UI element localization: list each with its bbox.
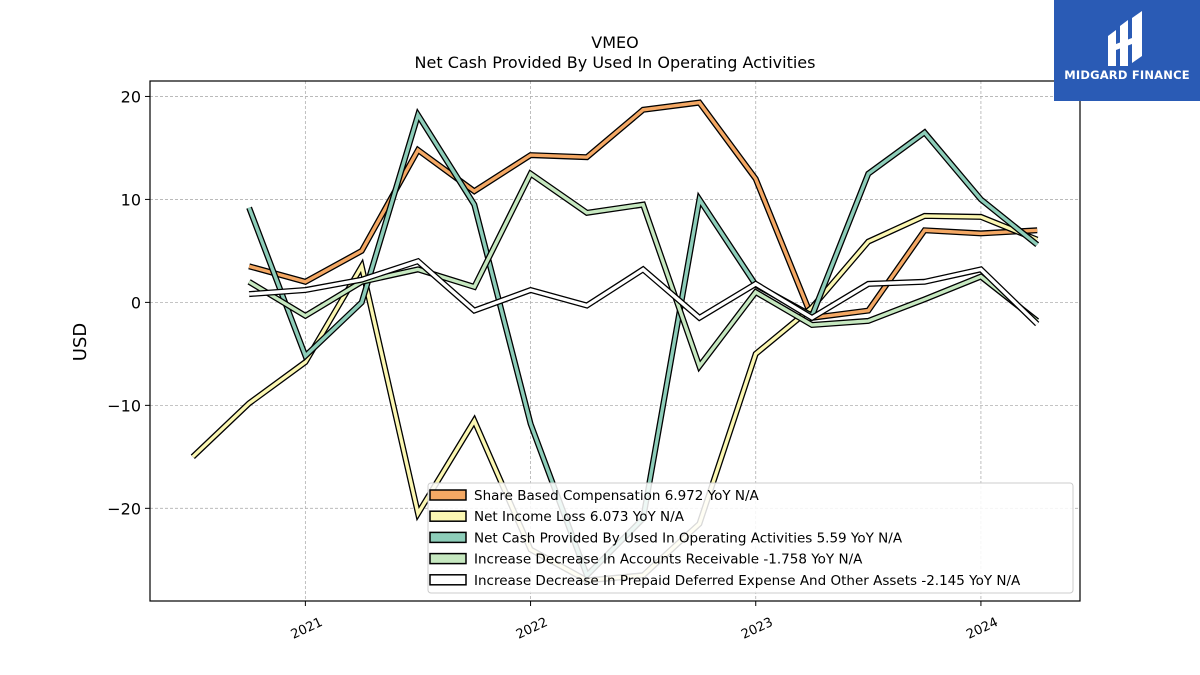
y-tick-label: 0 <box>131 293 141 312</box>
y-tick-label: 20 <box>121 87 141 106</box>
legend-label: Net Cash Provided By Used In Operating A… <box>474 530 903 546</box>
legend-swatch <box>429 531 467 544</box>
legend-swatch <box>429 489 467 501</box>
legend-label: Increase Decrease In Accounts Receivable… <box>474 552 863 568</box>
plot-frame <box>149 80 1081 602</box>
legend-label: Increase Decrease In Prepaid Deferred Ex… <box>474 573 1021 589</box>
series-line <box>248 171 1039 370</box>
series-line <box>248 100 1038 320</box>
y-tick-label: 10 <box>121 190 141 209</box>
x-tick-label: 2023 <box>739 615 775 643</box>
brand-logo: MIDGARD FINANCE <box>1054 0 1200 101</box>
legend-box <box>427 482 1074 594</box>
legend-label: Net Income Loss 6.073 YoY N/A <box>474 509 685 525</box>
series-increase-decrease-in-prepaid-deferred-expense-and-other-assets <box>248 257 1040 327</box>
legend-swatch <box>429 552 467 565</box>
x-tick-label: 2024 <box>964 615 1000 643</box>
y-axis-label: USD <box>70 323 91 361</box>
chart-subtitle: Net Cash Provided By Used In Operating A… <box>415 53 816 72</box>
x-tick-label: 2022 <box>514 615 550 643</box>
y-tick-label: −10 <box>107 396 141 415</box>
y-tick-label: −20 <box>107 499 141 518</box>
logo-mark-icon <box>1108 11 1142 66</box>
series-share-based-compensation <box>248 99 1038 322</box>
chart-title: VMEO <box>591 33 638 52</box>
legend-label: Share Based Compensation 6.972 YoY N/A <box>474 488 760 504</box>
logo-text: MIDGARD FINANCE <box>1064 68 1190 82</box>
x-tick-label: 2021 <box>289 615 325 643</box>
series-line <box>248 259 1039 326</box>
series-increase-decrease-in-accounts-receivable <box>247 169 1040 373</box>
legend-swatch <box>429 574 467 586</box>
legend: Share Based Compensation 6.972 YoY N/A Ne… <box>427 482 1074 594</box>
legend-swatch <box>429 510 467 522</box>
